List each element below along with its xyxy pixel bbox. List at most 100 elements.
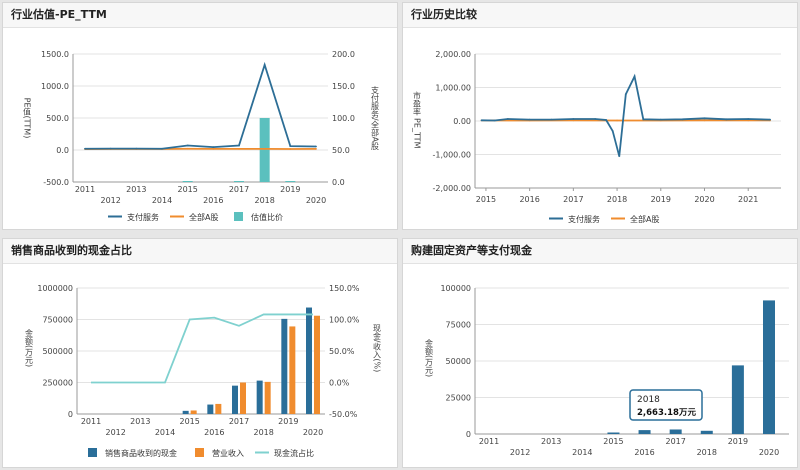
line-point [238,144,240,147]
y2-tick-label: 50.0 [332,146,350,155]
y-tick-label: 500000 [42,347,73,356]
y-axis-title: 金额(万元) [425,338,434,377]
bar-cash-received [256,380,263,414]
y-tick-label: 1000.0 [41,82,69,91]
panel-title: 行业估值-PE_TTM [3,3,397,28]
capex-panel: 购建固定资产等支付现金 0 25000 50000 75000 100000 金额(万元)… [402,238,798,468]
bar-capex [700,430,713,434]
cash-ratio-panel: 销售商品收到的现金占比 0 250000 500000 750000 1000000 -5… [2,238,398,468]
x-tick-label: 2020 [306,196,326,205]
x-tick-label: 2017 [665,437,685,446]
legend-label: 估值比价 [251,212,283,222]
y2-axis-title: 现金/收入(%) [373,324,382,373]
x-tick-label: 2017 [563,195,583,204]
line-point [681,118,684,121]
legend-label: 全部A股 [630,214,659,224]
legend-label: 支付服务 [568,214,600,224]
line-point [642,118,645,121]
line-point [212,146,215,149]
x-tick-label: 2014 [155,428,175,437]
tooltip-box [629,389,703,421]
x-tick-label: 2017 [229,185,249,194]
line-point [238,147,240,150]
cash-chart: 0 250000 500000 750000 1000000 -50.0% 0.0% 50.0… [25,284,382,458]
bar-valuation-ratio [182,181,193,182]
legend-swatch [234,212,243,221]
y-tick-label: 50000 [446,357,471,366]
y-axis-title: 市盈率 PE_TTM [413,91,422,149]
line-point [703,117,706,120]
bar-cash-received [207,404,214,414]
line-point [212,147,215,150]
x-tick-label: 2019 [728,437,748,446]
bar-capex [607,432,620,434]
y-tick-label: 1500.0 [41,50,69,59]
line-point [594,118,597,120]
x-tick-label: 2019 [278,417,298,426]
bar-valuation-ratio [285,181,296,182]
y-tick-label: 500.0 [46,114,69,123]
line-point [493,119,496,122]
x-tick-label: 2012 [510,448,530,457]
line-point [725,118,728,121]
line-point [161,147,163,150]
y2-tick-label: 200.0 [332,50,355,59]
line-point [618,155,621,158]
history-chart: -2,000.00 -1,000.00 0.00 1,000.00 2,000.00 市盈… [413,50,781,224]
line-point [633,75,636,78]
x-tick-label: 2018 [697,448,717,457]
y-tick-label: 0 [466,430,471,439]
y2-axis-title: 支付服务/全部A股 [371,85,380,151]
x-tick-label: 2013 [130,417,150,426]
line-point [109,147,112,150]
bar-cash-received [182,410,189,414]
pe-valuation-panel: 行业估值-PE_TTM -500.0 0.0 500.0 1000.0 1500.0 0.… [2,2,398,230]
line-point [135,147,138,150]
x-tick-label: 2016 [634,448,654,457]
y-tick-label: 25000 [446,394,471,403]
line-point [624,93,627,96]
line-point [263,63,266,66]
x-tick-label: 2015 [179,417,199,426]
line-point [605,119,608,121]
x-tick-label: 2013 [541,437,561,446]
bar-capex [731,365,744,434]
y2-tick-label: 50.0% [329,347,355,356]
y-tick-label: 100000 [440,284,471,293]
legend-label: 营业收入 [212,448,244,458]
y-tick-label: 75000 [446,321,471,330]
line-point [747,118,750,120]
line-point [263,148,266,150]
line-point [480,119,483,122]
y2-tick-label: 0.0 [332,178,345,187]
y-tick-label: 0.00 [453,117,471,126]
line-point [84,147,86,150]
y2-tick-label: 100.0% [329,316,360,325]
y2-tick-label: 150.0 [332,82,355,91]
legend-label: 销售商品收到的现金 [105,448,177,458]
line-point [550,118,553,121]
y2-tick-label: -50.0% [329,410,358,419]
x-tick-label: 2011 [479,437,499,446]
panel-title: 销售商品收到的现金占比 [3,239,397,264]
legend-label: 全部A股 [189,212,218,222]
x-tick-label: 2012 [105,428,125,437]
legend-label: 现金流占比 [274,448,314,458]
line-point [289,148,292,150]
line-point [506,118,509,120]
y-tick-label: 1000000 [37,284,73,293]
capex-chart: 0 25000 50000 75000 100000 金额(万元) 2011 2012 2013… [425,284,789,457]
bar-cash-received [306,307,312,414]
line-point [572,118,575,120]
x-tick-label: 2021 [738,195,758,204]
panel-title: 行业历史比较 [403,3,797,28]
line-point [289,145,292,148]
history-compare-panel: 行业历史比较 -2,000.00 -1,000.00 0.00 1,000.00 2,0… [402,2,798,230]
legend-swatch [195,448,204,457]
x-tick-label: 2011 [75,185,95,194]
series-line [481,73,771,157]
line-point [186,144,189,147]
y-axis-title: 金额(万元) [25,328,34,367]
x-tick-label: 2020 [694,195,714,204]
x-tick-label: 2017 [229,417,249,426]
